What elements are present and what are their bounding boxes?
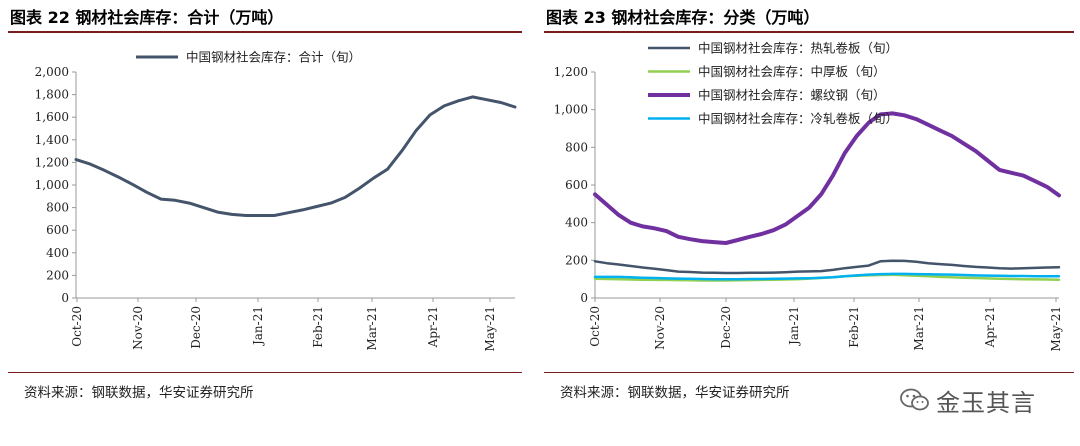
series-line [593,259,1061,275]
x-tick-label: Dec-20 [719,306,733,349]
legend-label: 中国钢材社会库存：合计（旬） [186,50,361,65]
y-tick-label: 0 [61,291,69,305]
y-tick-label: 600 [46,223,69,237]
series-line [74,95,517,217]
y-tick-label: 1,200 [35,155,69,169]
y-tick-label: 600 [565,178,588,192]
x-tick-label: Jan-21 [251,306,265,347]
y-tick-label: 400 [46,246,69,260]
title-rule-left [8,31,522,33]
y-tick-label: 1,200 [554,65,588,79]
title-rule-right [544,31,1074,33]
left-panel: 图表 22 钢材社会库存：合计（万吨） 0 200 400 600 800 1,000 1,… [0,0,528,446]
x-tick-label: Apr-21 [983,306,997,348]
x-tick-label: Oct-20 [588,306,602,347]
y-tick-label: 1,000 [554,103,588,117]
y-tick-label: 800 [565,140,588,154]
y-tick-label: 800 [46,201,69,215]
x-tick-label: Nov-20 [653,306,667,350]
category-inventory-chart: 0 200 400 600 800 1,000 1,200 Oct-20 Nov-20 Dec-2… [554,41,1063,352]
source-rule-left [8,372,522,373]
x-tick-label: Apr-21 [426,306,440,348]
source-note-left: 资料来源：钢联数据，华安证券研究所 [24,385,254,401]
source-rule-right [544,372,1074,373]
x-tick-label: Mar-21 [912,306,926,351]
x-tick-label: Feb-21 [311,306,325,348]
x-tick-label: Dec-20 [189,306,203,349]
x-tick-label: Oct-20 [70,306,84,347]
wechat-icon [900,388,929,411]
legend-label: 中国钢材社会库存：热轧卷板（旬） [698,41,898,56]
y-tick-label: 0 [580,291,588,305]
x-tick-label: May-21 [1049,306,1063,352]
watermark-text: 金玉其言 [936,388,1036,417]
figure-title-left: 图表 22 钢材社会库存：合计（万吨） [10,8,284,27]
watermark: 金玉其言 [900,383,1070,417]
y-tick-label: 1,400 [35,133,69,147]
source-note-right: 资料来源：钢联数据，华安证券研究所 [560,385,790,401]
x-tick-label: Nov-20 [131,306,145,350]
total-inventory-chart: 0 200 400 600 800 1,000 1,200 1,400 1,600 1,800 2,… [35,50,517,352]
right-panel: 图表 23 钢材社会库存：分类（万吨） 0 200 400 600 800 1,000 1,… [536,0,1080,446]
series-line [593,111,1061,245]
legend-label: 中国钢材社会库存：冷轧卷板（旬） [698,111,898,126]
y-tick-label: 2,000 [35,65,69,79]
x-tick-label: Mar-21 [365,306,379,351]
x-tick-label: Jan-21 [787,306,801,347]
legend-label: 中国钢材社会库存：中厚板（旬） [698,64,886,79]
y-tick-label: 400 [565,216,588,230]
y-tick-label: 200 [46,268,69,282]
y-tick-label: 1,000 [35,178,69,192]
legend-label: 中国钢材社会库存：螺纹钢（旬） [698,88,886,103]
y-tick-label: 1,800 [35,88,69,102]
y-tick-label: 200 [565,253,588,267]
series-line [593,272,1061,281]
x-tick-label: Feb-21 [847,306,861,348]
figure-title-right: 图表 23 钢材社会库存：分类（万吨） [546,8,820,27]
x-tick-label: May-21 [483,306,497,352]
y-tick-label: 1,600 [35,110,69,124]
